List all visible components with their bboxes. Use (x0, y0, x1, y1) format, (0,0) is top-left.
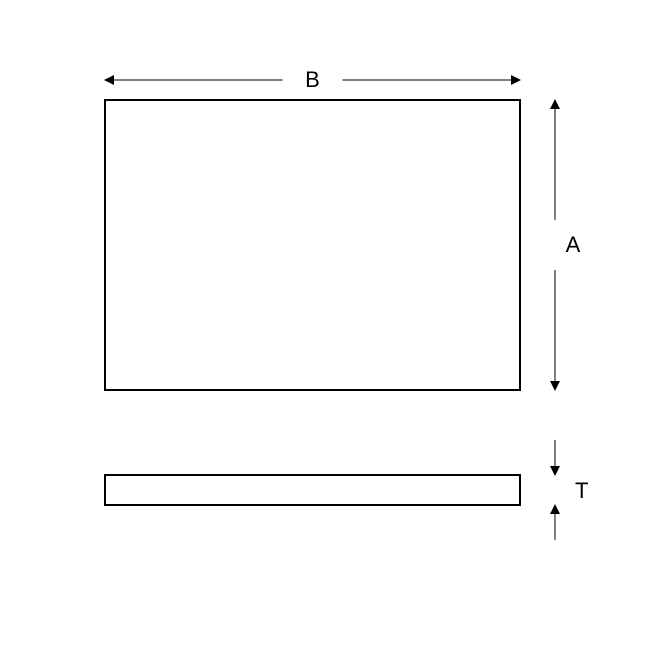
dimension-a-label: A (566, 232, 581, 257)
dimension-t-label: T (575, 478, 588, 503)
dimension-b-label: B (305, 67, 320, 92)
